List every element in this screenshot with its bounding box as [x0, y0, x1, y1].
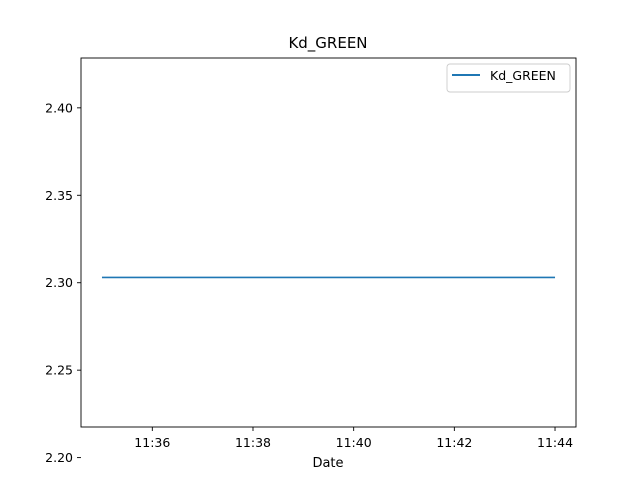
x-tick-label: 11:44 — [537, 435, 573, 450]
x-axis-label: Date — [312, 456, 343, 471]
x-axis: 11:36 11:38 11:40 11:42 11:44 — [134, 427, 573, 450]
legend-label-kd-green: Kd_GREEN — [490, 68, 556, 83]
plot-area — [80, 57, 577, 428]
x-tick-label: 11:36 — [134, 435, 170, 450]
x-tick-label: 11:38 — [235, 435, 271, 450]
y-tick-label: 2.30 — [45, 275, 73, 290]
y-tick-label: 2.25 — [45, 363, 73, 378]
y-tick-label: 2.40 — [45, 100, 73, 115]
chart-title: Kd_GREEN — [288, 34, 367, 53]
y-tick-label: 2.35 — [45, 188, 73, 203]
y-axis: 2.20 2.25 2.30 2.35 2.40 — [45, 100, 81, 465]
y-tick-label: 2.20 — [45, 450, 73, 465]
legend: Kd_GREEN — [446, 63, 571, 93]
x-tick-label: 11:42 — [436, 435, 472, 450]
x-tick-label: 11:40 — [336, 435, 372, 450]
legend-box — [446, 63, 571, 93]
